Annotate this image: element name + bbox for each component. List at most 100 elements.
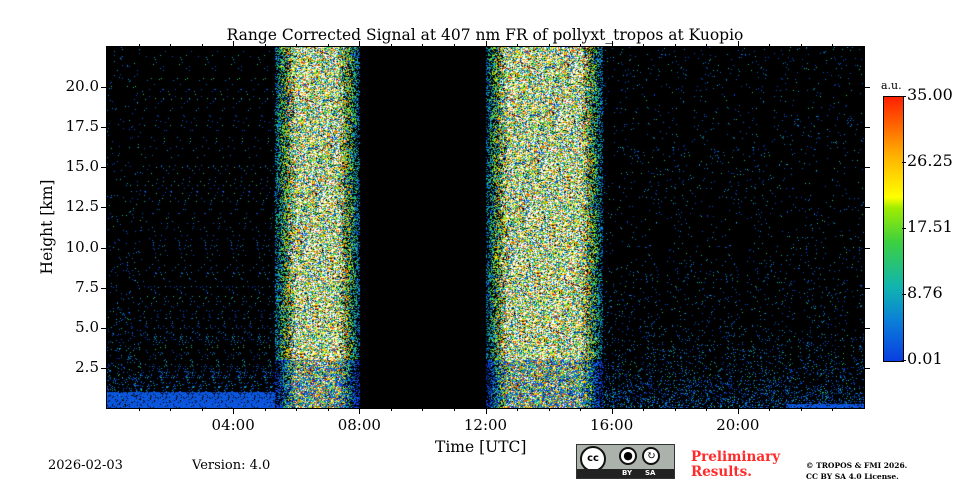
x-tick xyxy=(549,408,550,411)
y-tick xyxy=(101,87,107,88)
colorbar-tick-label: 35.00 xyxy=(907,85,953,104)
x-tick xyxy=(706,408,707,411)
x-tick xyxy=(832,408,833,411)
date-label: 2026-02-03 xyxy=(48,458,123,473)
x-tick-top xyxy=(612,41,613,47)
x-tick xyxy=(170,408,171,411)
x-tick xyxy=(801,408,802,411)
x-tick-top xyxy=(296,44,297,47)
x-tick-label: 04:00 xyxy=(211,416,255,434)
y-tick xyxy=(101,328,107,329)
y-tick-right xyxy=(864,87,870,88)
x-tick xyxy=(359,408,360,414)
x-tick-top xyxy=(454,44,455,47)
y-tick xyxy=(101,368,107,369)
x-tick-top xyxy=(769,44,770,47)
version-label: Version: 4.0 xyxy=(192,458,271,473)
cc-by-sa-logo: cc ● ↻ BY SA xyxy=(576,444,675,479)
x-tick xyxy=(486,408,487,414)
x-tick-top xyxy=(738,41,739,47)
y-tick-label: 20.0 xyxy=(65,77,99,95)
x-tick-top xyxy=(643,44,644,47)
y-tick-right xyxy=(864,288,870,289)
y-tick-right xyxy=(864,368,870,369)
x-tick xyxy=(675,408,676,411)
colorbar-unit: a.u. xyxy=(881,79,902,92)
y-tick-right xyxy=(864,248,870,249)
y-tick xyxy=(101,248,107,249)
x-tick-label: 08:00 xyxy=(337,416,381,434)
preliminary-text: Preliminary xyxy=(691,449,781,465)
x-tick-top xyxy=(422,44,423,47)
x-tick-top xyxy=(706,44,707,47)
x-tick-label: 16:00 xyxy=(590,416,634,434)
y-tick xyxy=(101,288,107,289)
sa-text: SA xyxy=(645,469,656,477)
x-tick-top xyxy=(328,44,329,47)
x-axis-label: Time [UTC] xyxy=(435,438,527,456)
heatmap-canvas xyxy=(107,47,864,408)
x-tick xyxy=(643,408,644,411)
colorbar-tick-label: 17.51 xyxy=(907,216,953,236)
x-tick-top xyxy=(580,44,581,47)
x-tick xyxy=(328,408,329,411)
y-tick-label: 7.5 xyxy=(75,278,99,296)
x-tick-top xyxy=(675,44,676,47)
y-tick-label: 15.0 xyxy=(65,157,99,175)
y-tick xyxy=(101,167,107,168)
colorbar-tick xyxy=(902,162,906,164)
x-tick xyxy=(454,408,455,411)
preliminary-notice: Preliminary Results. xyxy=(691,450,780,480)
x-tick-label: 20:00 xyxy=(716,416,760,434)
x-tick-top xyxy=(139,44,140,47)
x-tick-label: 12:00 xyxy=(463,416,508,434)
by-person-icon: ● xyxy=(619,447,637,465)
y-tick-right xyxy=(864,167,870,168)
y-tick xyxy=(101,127,107,128)
y-tick-label: 5.0 xyxy=(75,318,99,336)
y-tick-right xyxy=(864,328,870,329)
colorbar-tick-label: 8.76 xyxy=(907,282,943,302)
y-tick xyxy=(101,207,107,208)
x-tick xyxy=(296,408,297,411)
x-tick-top xyxy=(391,44,392,47)
x-tick-top xyxy=(170,44,171,47)
x-tick-top xyxy=(265,44,266,47)
x-tick-top xyxy=(801,44,802,47)
x-tick xyxy=(391,408,392,411)
y-tick-label: 2.5 xyxy=(75,358,99,376)
x-tick-top xyxy=(517,44,518,47)
x-tick xyxy=(738,408,739,414)
x-tick xyxy=(233,408,234,414)
x-tick xyxy=(202,408,203,411)
x-tick xyxy=(580,408,581,411)
colorbar-tick xyxy=(902,360,906,361)
y-tick-label: 12.5 xyxy=(65,197,99,215)
chart-title: Range Corrected Signal at 407 nm FR of p… xyxy=(226,26,744,44)
x-tick-top xyxy=(549,44,550,47)
license-text: CC BY SA 4.0 License. xyxy=(806,472,899,481)
copyright: © TROPOS & FMI 2026. CC BY SA 4.0 License… xyxy=(806,460,907,482)
colorbar-tick-label: 26.25 xyxy=(907,151,953,171)
x-tick xyxy=(265,408,266,411)
y-tick-right xyxy=(864,207,870,208)
colorbar-tick xyxy=(902,96,906,97)
x-tick xyxy=(769,408,770,411)
y-axis-label: Height [km] xyxy=(38,179,56,275)
x-tick xyxy=(422,408,423,411)
colorbar xyxy=(883,96,904,362)
sa-icon: ↻ xyxy=(642,447,660,465)
x-tick xyxy=(139,408,140,411)
x-tick xyxy=(612,408,613,414)
colorbar-tick xyxy=(902,227,906,229)
y-tick-label: 17.5 xyxy=(65,117,99,135)
y-tick-right xyxy=(864,127,870,128)
x-tick-top xyxy=(202,44,203,47)
x-tick-top xyxy=(832,44,833,47)
x-tick xyxy=(517,408,518,411)
x-tick-top xyxy=(486,41,487,47)
x-tick-top xyxy=(233,41,234,47)
by-text: BY xyxy=(622,469,633,477)
results-text: Results. xyxy=(691,464,752,480)
copyright-text: © TROPOS & FMI 2026. xyxy=(806,461,908,470)
